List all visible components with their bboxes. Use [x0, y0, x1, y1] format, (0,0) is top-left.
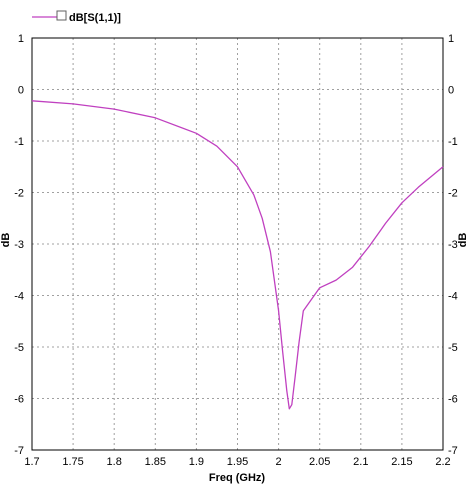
- y-tick-label-right: -5: [448, 342, 458, 354]
- x-tick-label: 1.9: [189, 456, 204, 468]
- series-line-s11: [31, 100, 444, 410]
- x-tick-label: 1.8: [107, 456, 122, 468]
- y-tick-label-left: -1: [14, 136, 24, 148]
- y-tick-label-right: 0: [448, 85, 454, 97]
- x-tick-label: 2: [276, 456, 282, 468]
- x-tick-label: 1.7: [24, 456, 39, 468]
- y-tick-labels-right: 1 0 -1 -2 -3 -4 -5 -6 -7: [448, 33, 458, 457]
- y-tick-label-right: -6: [448, 394, 458, 406]
- x-tick-label: 2.15: [391, 456, 412, 468]
- y-tick-labels-left: 1 0 -1 -2 -3 -4 -5 -6 -7: [14, 33, 24, 457]
- y-tick-label-right: -7: [448, 445, 458, 457]
- y-tick-label-right: 1: [448, 33, 454, 45]
- y-tick-label-left: 1: [18, 33, 24, 45]
- series-layer: [31, 100, 444, 410]
- y-tick-label-left: -2: [14, 188, 24, 200]
- y-tick-label-right: -2: [448, 188, 458, 200]
- legend-label: dB[S(1,1)]: [69, 12, 121, 24]
- y-tick-label-left: -6: [14, 394, 24, 406]
- x-axis-title: Freq (GHz): [209, 472, 266, 484]
- x-tick-label: 1.75: [62, 456, 83, 468]
- grid: [32, 38, 443, 450]
- x-tick-label: 2.05: [309, 456, 330, 468]
- x-tick-label: 1.95: [227, 456, 248, 468]
- y-tick-label-left: -4: [14, 291, 24, 303]
- legend-checkbox[interactable]: [56, 10, 67, 21]
- y-tick-label-left: -5: [14, 342, 24, 354]
- x-tick-label: 2.2: [435, 456, 450, 468]
- y-axis-title-left: dB: [0, 233, 12, 248]
- plot-frame: [31, 37, 444, 451]
- legend: dB[S(1,1)]: [32, 10, 121, 24]
- y-tick-label-left: -3: [14, 239, 24, 251]
- y-axis-title-right: dB: [457, 233, 469, 248]
- y-tick-label-left: -7: [14, 445, 24, 457]
- x-tick-labels: 1.7 1.75 1.8 1.85 1.9 1.95 2 2.05 2.1 2.15 2.2: [24, 456, 450, 468]
- x-tick-label: 2.1: [353, 456, 368, 468]
- y-tick-label-right: -4: [448, 291, 458, 303]
- y-tick-label-right: -3: [448, 239, 458, 251]
- y-tick-label-right: -1: [448, 136, 458, 148]
- x-tick-label: 1.85: [145, 456, 166, 468]
- y-tick-label-left: 0: [18, 85, 24, 97]
